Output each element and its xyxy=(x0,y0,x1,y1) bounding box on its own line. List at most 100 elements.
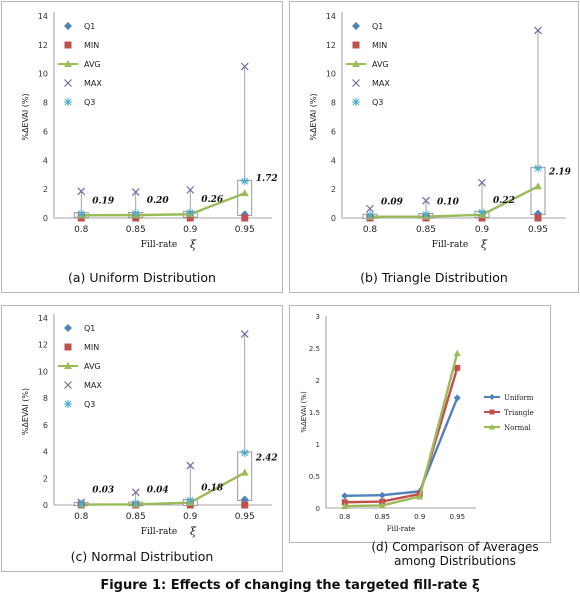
point-triangle xyxy=(454,364,461,371)
y-tick-label: 2 xyxy=(43,185,48,194)
y-axis-label: %ΔEVAI (%) xyxy=(300,391,308,433)
legend-avg-marker xyxy=(352,60,360,67)
legend-label: MAX xyxy=(84,79,102,88)
chart-d: 0 0.5 1 1.5 2 2.5 3 %ΔEVAI (%) 0.8 0.85 0.9 0.95 Fil… xyxy=(300,313,534,533)
legend-q1-marker xyxy=(64,324,72,332)
y-tick-label: 6 xyxy=(331,127,336,136)
avg-data-label: 0.10 xyxy=(437,198,460,208)
legend-label: Q3 xyxy=(372,98,383,107)
avg-data-label: 0.04 xyxy=(147,485,169,495)
legend-label: MIN xyxy=(84,41,99,50)
q3-marker xyxy=(77,209,86,218)
x-tick-label: 0.9 xyxy=(475,225,490,235)
y-tick-label: 0.5 xyxy=(309,473,320,481)
x-tick-label: 0.95 xyxy=(235,225,255,235)
legend-q3-marker xyxy=(64,98,72,106)
series-line-normal xyxy=(344,352,459,508)
legend-label: MIN xyxy=(84,343,99,352)
y-tick-label: 14 xyxy=(38,12,48,21)
legend-marker-uniform xyxy=(489,394,495,400)
avg-data-label: 0.18 xyxy=(201,484,224,494)
y-tick-label: 14 xyxy=(38,314,48,323)
point-normal xyxy=(453,349,461,357)
y-tick-label: 14 xyxy=(326,12,336,21)
max-marker xyxy=(186,185,195,194)
panel-d: 0 0.5 1 1.5 2 2.5 3 %ΔEVAI (%) 0.8 0.85 0.9 0.95 Fil… xyxy=(289,305,551,543)
legend-q3-marker xyxy=(64,400,72,408)
x-tick-label: 0.9 xyxy=(414,513,425,521)
max-marker xyxy=(131,488,140,497)
avg-data-label: 0.03 xyxy=(92,486,114,496)
legend-max-marker xyxy=(64,381,72,389)
x-tick-label: 0.85 xyxy=(374,513,390,521)
q3-marker xyxy=(186,208,195,217)
box xyxy=(237,179,253,216)
x-tick-label: 0.95 xyxy=(528,225,548,235)
q3-marker xyxy=(240,177,249,186)
min-marker xyxy=(186,214,194,222)
y-tick-label: 0 xyxy=(43,501,48,510)
x-axis-label: Fill-rate xyxy=(141,240,178,250)
legend-label: Q1 xyxy=(372,22,383,31)
q3-marker xyxy=(240,448,249,457)
legend-label: MAX xyxy=(84,381,102,390)
legend-q1-marker xyxy=(352,22,360,30)
point-triangle xyxy=(379,498,386,505)
min-marker xyxy=(241,501,249,509)
panel-a: 0 2 4 6 8 10 12 14 %ΔEVAI (%) 0.8 0.85 0.9 0.95 Fill-… xyxy=(1,1,283,293)
point-normal xyxy=(341,502,349,510)
legend-avg-marker xyxy=(64,362,72,369)
chart-c: 0 2 4 6 8 10 12 14 %ΔEVAI (%) 0.8 0.85 0.9 0.95 Fill-… xyxy=(21,314,278,538)
avg-marker xyxy=(240,189,249,197)
y-tick-label: 6 xyxy=(43,127,48,136)
avg-line xyxy=(369,185,539,218)
x-tick-label: 0.85 xyxy=(126,512,146,522)
avg-line xyxy=(81,471,246,506)
y-tick-label: 8 xyxy=(43,394,48,403)
q1-marker xyxy=(240,495,249,504)
x-axis-symbol: ξ xyxy=(190,238,197,251)
y-axis-label: %ΔEVAI (%) xyxy=(309,93,318,140)
point-uniform xyxy=(378,491,386,499)
legend-label: AVG xyxy=(372,60,389,69)
x-axis-label: Fill-rate xyxy=(432,240,469,250)
legend-label-normal: Normal xyxy=(504,424,531,432)
figure-caption: Figure 1: Effects of changing the target… xyxy=(100,578,480,593)
y-tick-label: 0 xyxy=(316,505,320,513)
y-tick-label: 2 xyxy=(43,474,48,483)
avg-marker xyxy=(240,468,249,476)
x-axis-symbol: ξ xyxy=(481,238,488,251)
q3-marker xyxy=(366,211,374,220)
avg-data-label: 2.42 xyxy=(255,454,278,464)
point-normal xyxy=(378,501,386,509)
y-tick-label: 12 xyxy=(38,41,48,50)
max-marker xyxy=(478,178,486,187)
legend-label-uniform: Uniform xyxy=(504,394,534,402)
panel-b: 0 2 4 6 8 10 12 14 %ΔEVAI (%) 0.8 0.85 0.9 0.95 Fill-… xyxy=(289,1,579,293)
avg-data-label: 0.19 xyxy=(92,196,115,206)
y-tick-label: 10 xyxy=(326,70,336,79)
q3-marker xyxy=(534,164,542,173)
x-tick-label: 0.9 xyxy=(183,225,198,235)
x-tick-label: 0.95 xyxy=(449,513,465,521)
legend-label: Q3 xyxy=(84,98,95,107)
point-normal xyxy=(416,492,424,500)
box xyxy=(530,166,546,216)
y-tick-label: 2 xyxy=(316,377,320,385)
min-marker xyxy=(241,214,249,222)
x-tick-label: 0.8 xyxy=(339,513,350,521)
y-tick-label: 4 xyxy=(43,156,48,165)
series-line-triangle xyxy=(344,367,459,504)
legend-label: Q3 xyxy=(84,400,95,409)
min-marker xyxy=(534,214,542,222)
max-marker xyxy=(240,62,249,71)
avg-data-label: 0.22 xyxy=(493,196,515,206)
avg-data-label: 0.26 xyxy=(201,195,224,205)
point-uniform xyxy=(341,492,349,500)
chart-b: 0 2 4 6 8 10 12 14 %ΔEVAI (%) 0.8 0.85 0.9 0.95 Fill-… xyxy=(309,12,572,251)
x-tick-label: 0.8 xyxy=(363,225,378,235)
x-axis-label: Fill-rate xyxy=(387,525,415,533)
min-marker xyxy=(478,214,486,222)
legend-label-triangle: Triangle xyxy=(504,409,534,417)
y-tick-label: 4 xyxy=(331,156,336,165)
